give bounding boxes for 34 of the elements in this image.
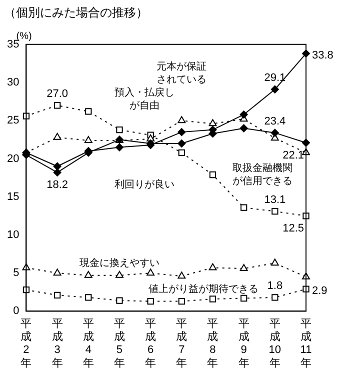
x-tick-label: 平成8年 — [207, 318, 218, 370]
data-label: 12.5 — [282, 222, 304, 234]
x-tick-label: 平成3年 — [52, 318, 63, 370]
x-tick-label: 平成9年 — [238, 318, 250, 370]
x-tick-label: 平成2年 — [20, 318, 32, 370]
data-label: 29.1 — [264, 72, 286, 84]
x-tick-label: 平成7年 — [176, 318, 188, 370]
data-label: 18.2 — [46, 178, 68, 191]
y-tick-label: 20 — [6, 152, 20, 165]
y-tick-label: 25 — [6, 114, 20, 127]
annotation: 預入・払戻しが自由 — [114, 86, 174, 112]
annotation: 現金に換えやすい — [79, 256, 160, 269]
annotation: 取扱金融機関が信用できる — [232, 162, 292, 187]
data-label: 22.1 — [282, 149, 304, 162]
y-tick-label: 0 — [13, 305, 20, 318]
data-label: 33.8 — [312, 50, 334, 62]
data-label: 27.0 — [46, 88, 68, 100]
y-tick-label: 30 — [6, 76, 20, 89]
x-tick-label: 平成5年 — [114, 318, 125, 370]
chart-title: （個別にみた場合の推移） — [4, 6, 148, 20]
y-tick-label: 10 — [6, 229, 20, 242]
annotation: 元本が保証されている — [156, 60, 207, 86]
y-tick-label: 5 — [13, 267, 20, 280]
y-tick-label: 15 — [6, 190, 20, 203]
x-tick-label: 平成11年 — [300, 318, 312, 370]
annotation: 値上がり益が期待できる — [148, 282, 258, 295]
x-tick-label: 平成4年 — [82, 318, 94, 370]
data-label: 23.4 — [264, 115, 286, 128]
x-tick-label: 平成10年 — [268, 318, 282, 370]
annotation: 利回りが良い — [114, 178, 174, 190]
data-label: 1.8 — [267, 280, 283, 292]
data-label: 13.1 — [264, 194, 286, 206]
data-label: 2.9 — [312, 285, 328, 298]
x-tick-label: 平成6年 — [145, 318, 156, 370]
